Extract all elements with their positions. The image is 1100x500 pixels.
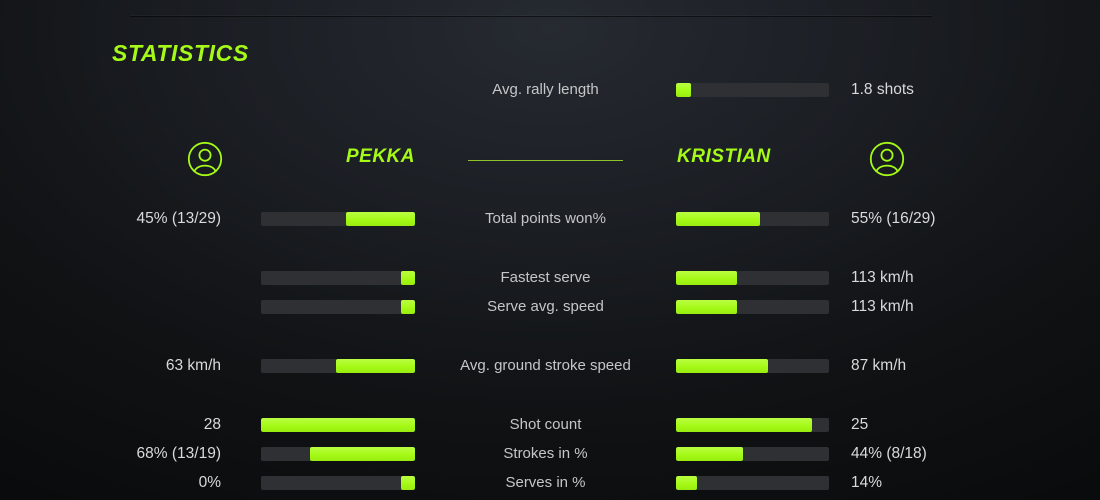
- right-player-value: 55% (16/29): [851, 209, 936, 227]
- left-player-value: 0%: [198, 473, 221, 491]
- left-player-bar: [261, 417, 415, 432]
- stat-row: 63 km/h Avg. ground stroke speed 87 km/h: [0, 351, 1100, 380]
- right-player-bar: [676, 211, 829, 226]
- right-player-value: 14%: [851, 473, 883, 491]
- rally-bar: [676, 82, 829, 97]
- left-player-bar-fill: [401, 475, 415, 490]
- stat-label: Avg. ground stroke speed: [460, 357, 631, 374]
- right-player-bar-fill: [676, 417, 813, 432]
- left-player-bar: [261, 475, 415, 490]
- left-player-value: 68% (13/19): [136, 444, 221, 462]
- top-divider: [130, 16, 932, 17]
- rally-bar-fill: [676, 82, 692, 97]
- person-icon: [187, 141, 223, 177]
- left-player-bar-fill: [345, 211, 415, 226]
- left-player-bar-fill: [310, 446, 415, 461]
- rally-label: Avg. rally length: [492, 81, 599, 98]
- left-player-bar-fill: [401, 299, 415, 314]
- page-title: STATISTICS: [112, 40, 249, 66]
- stat-label: Fastest serve: [500, 269, 591, 286]
- left-player-bar: [261, 211, 415, 226]
- right-player-value: 87 km/h: [851, 356, 907, 374]
- right-player-bar-fill: [676, 358, 768, 373]
- stat-label: Serves in %: [505, 474, 586, 491]
- right-player-value: 113 km/h: [851, 268, 914, 286]
- stat-label: Total points won%: [485, 210, 606, 227]
- stat-row: 45% (13/29) Total points won% 55% (16/29…: [0, 204, 1100, 233]
- left-player-value: 45% (13/29): [136, 209, 221, 227]
- right-player-bar-fill: [676, 446, 744, 461]
- right-player-bar-fill: [676, 299, 738, 314]
- left-player-bar: [261, 299, 415, 314]
- right-player-value: 25: [851, 415, 869, 433]
- right-player-value: 113 km/h: [851, 297, 914, 315]
- right-player-bar-fill: [676, 270, 738, 285]
- right-player-bar: [676, 446, 829, 461]
- left-player-value: 63 km/h: [165, 356, 221, 374]
- stat-label: Strokes in %: [503, 445, 588, 462]
- rally-row: Avg. rally length 1.8 shots: [0, 75, 1100, 104]
- player-left-name: PEKKA: [345, 146, 415, 167]
- right-player-bar-fill: [676, 475, 698, 490]
- stat-row: Serve avg. speed 113 km/h: [0, 292, 1100, 321]
- rally-value: 1.8 shots: [851, 80, 914, 98]
- left-player-bar-fill: [336, 358, 415, 373]
- stat-label: Shot count: [509, 416, 582, 433]
- left-player-bar-fill: [401, 270, 415, 285]
- left-player-bar-fill: [261, 417, 415, 432]
- stat-row: 68% (13/19) Strokes in % 44% (8/18): [0, 439, 1100, 468]
- stat-row: Fastest serve 113 km/h: [0, 263, 1100, 292]
- right-player-bar: [676, 270, 829, 285]
- center-divider: [468, 160, 623, 161]
- stat-row: 28 Shot count 25: [0, 410, 1100, 439]
- player-right-name: KRISTIAN: [677, 146, 771, 167]
- right-player-bar: [676, 299, 829, 314]
- stat-label: Serve avg. speed: [487, 298, 604, 315]
- left-player-bar: [261, 446, 415, 461]
- right-player-value: 44% (8/18): [851, 444, 927, 462]
- stat-row: 0% Serves in % 14%: [0, 468, 1100, 497]
- left-player-value: 28: [203, 415, 221, 433]
- stats-rows: 45% (13/29) Total points won% 55% (16/29…: [0, 204, 1100, 497]
- left-player-bar: [261, 270, 415, 285]
- person-icon: [869, 141, 905, 177]
- left-player-bar: [261, 358, 415, 373]
- right-player-bar: [676, 358, 829, 373]
- right-player-bar: [676, 417, 829, 432]
- right-player-bar: [676, 475, 829, 490]
- right-player-bar-fill: [676, 211, 761, 226]
